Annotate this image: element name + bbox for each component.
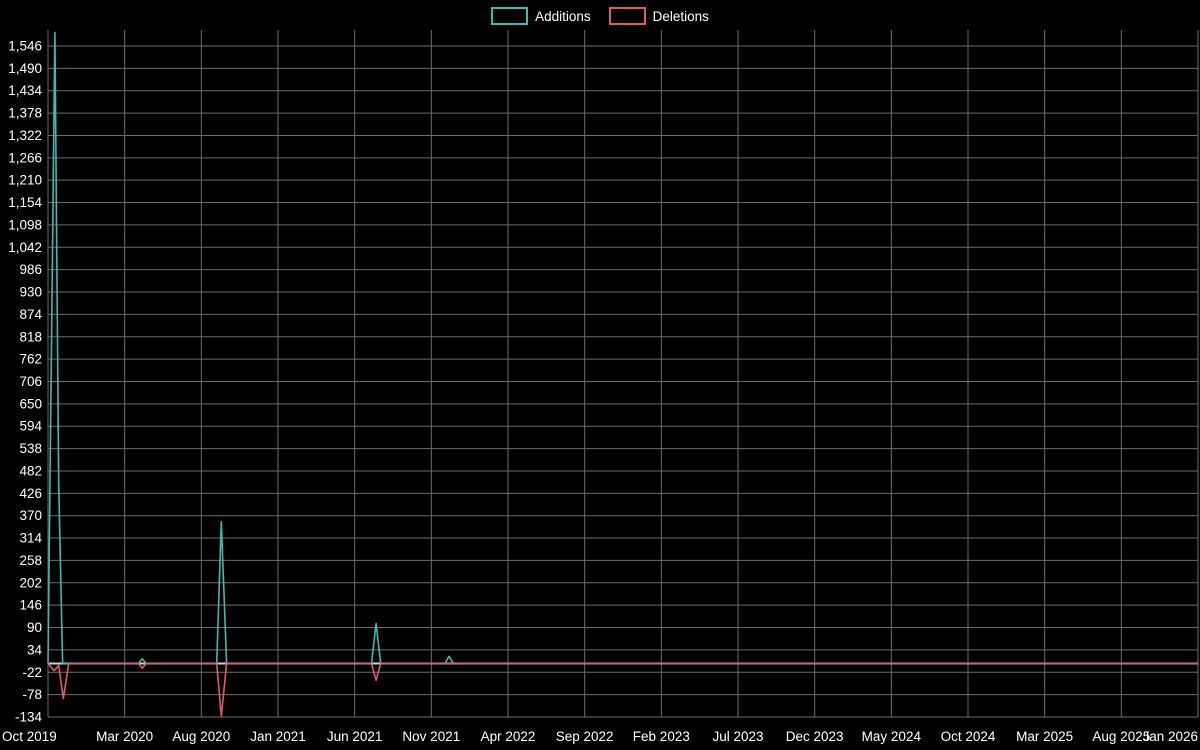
legend-item-additions[interactable]: Additions: [491, 7, 591, 25]
y-axis-tick-label: 314: [19, 531, 42, 546]
chart-legend: Additions Deletions: [0, 7, 1200, 25]
x-axis-tick-label: Aug 2025: [1092, 729, 1150, 744]
x-axis-tick-label: Oct 2024: [941, 729, 996, 744]
y-axis-tick-label: 1,546: [8, 38, 42, 53]
x-axis-tick-label: Jan 2021: [250, 729, 306, 744]
y-axis-tick-label: 202: [19, 575, 42, 590]
y-axis-tick-label: 818: [19, 329, 42, 344]
series-line-deletions: [47, 662, 1198, 718]
deletions-swatch-icon: [608, 7, 646, 25]
x-axis-tick-label: Feb 2023: [633, 729, 690, 744]
y-axis-tick-label: 90: [27, 620, 42, 635]
y-axis-tick-label: 706: [19, 374, 42, 389]
y-axis-tick-label: 258: [19, 553, 42, 568]
y-axis-tick-label: 1,098: [8, 217, 42, 232]
additions-swatch-icon: [491, 7, 529, 25]
y-axis-tick-label: 762: [19, 352, 42, 367]
x-axis-tick-label: Dec 2023: [786, 729, 844, 744]
y-axis-tick-label: 986: [19, 262, 42, 277]
y-axis-tick-label: -78: [22, 687, 42, 702]
y-axis-tick-label: -134: [15, 710, 43, 725]
series-line-additions: [47, 31, 1198, 665]
y-axis-tick-label: 538: [19, 441, 42, 456]
x-axis-tick-label: Nov 2021: [402, 729, 460, 744]
deletions-legend-label: Deletions: [652, 8, 709, 24]
x-axis-tick-label: Aug 2020: [172, 729, 230, 744]
y-axis-tick-label: 426: [19, 486, 42, 501]
y-axis-tick-label: 1,266: [8, 150, 42, 165]
y-axis-tick-label: 1,210: [8, 173, 42, 188]
y-axis-tick-label: 34: [27, 642, 43, 657]
y-axis-tick-label: 1,378: [8, 106, 42, 121]
y-axis-tick-label: 874: [19, 307, 42, 322]
additions-legend-label: Additions: [535, 8, 591, 24]
y-axis-tick-label: 1,490: [8, 61, 42, 76]
x-axis-tick-label: May 2024: [862, 729, 922, 744]
y-axis-tick-label: 930: [19, 285, 42, 300]
y-axis-tick-label: 482: [19, 463, 42, 478]
y-axis-tick-label: 1,042: [8, 240, 42, 255]
y-axis-tick-label: 650: [19, 396, 42, 411]
y-axis-tick-label: 146: [19, 598, 42, 613]
x-axis-tick-label: Mar 2025: [1016, 729, 1073, 744]
x-axis-tick-label: Apr 2022: [481, 729, 536, 744]
x-axis-tick-label: Oct 2019: [2, 729, 57, 744]
y-axis-tick-label: 594: [19, 419, 42, 434]
x-axis-tick-label: Mar 2020: [96, 729, 153, 744]
y-axis-tick-label: -22: [22, 665, 42, 680]
y-axis-tick-label: 370: [19, 508, 42, 523]
x-axis-tick-label: Jun 2021: [327, 729, 383, 744]
y-axis-tick-label: 1,322: [8, 128, 42, 143]
legend-item-deletions[interactable]: Deletions: [608, 7, 709, 25]
y-axis-tick-label: 1,434: [8, 83, 42, 98]
x-axis-tick-label: Jan 2026: [1142, 729, 1198, 744]
x-axis-tick-label: Sep 2022: [556, 729, 614, 744]
y-axis-tick-label: 1,154: [8, 195, 42, 210]
x-axis-tick-label: Jul 2023: [712, 729, 763, 744]
